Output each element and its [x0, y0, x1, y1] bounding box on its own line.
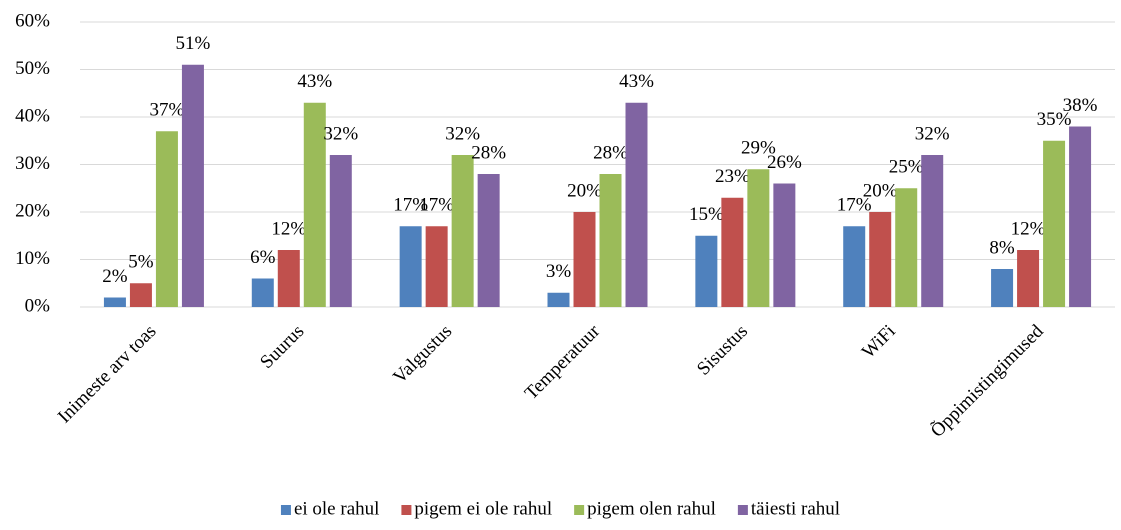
value-label: 12% — [1011, 218, 1046, 239]
bar — [155, 131, 178, 307]
x-tick-label: Õppimistingimused — [926, 320, 1048, 442]
value-label: 35% — [1037, 109, 1072, 130]
bar — [773, 183, 796, 307]
y-tick-label: 50% — [15, 58, 50, 79]
value-label: 17% — [393, 195, 428, 216]
bar — [991, 269, 1014, 307]
y-tick-label: 20% — [15, 200, 50, 221]
x-tick-label: Suurus — [256, 321, 308, 373]
value-label: 20% — [567, 180, 602, 201]
bar — [599, 174, 622, 307]
x-tick-label: Valgustus — [389, 321, 456, 388]
y-tick-label: 30% — [15, 153, 50, 174]
value-label: 20% — [863, 180, 898, 201]
legend-label: pigem olen rahul — [587, 498, 716, 519]
value-label: 2% — [102, 266, 128, 287]
bar — [129, 283, 152, 307]
bar — [399, 226, 422, 307]
value-label: 8% — [989, 237, 1015, 258]
value-label: 25% — [889, 157, 924, 178]
legend-swatch — [401, 505, 412, 515]
value-label: 28% — [471, 142, 506, 163]
bar — [869, 212, 892, 307]
bar — [625, 102, 648, 307]
bar — [721, 197, 744, 307]
bar — [895, 188, 918, 307]
legend-label: ei ole rahul — [294, 498, 379, 519]
value-label: 17% — [837, 195, 872, 216]
x-tick-label: Inimeste arv toas — [54, 321, 161, 428]
bar — [547, 292, 570, 307]
bar — [573, 212, 596, 307]
value-label: 15% — [689, 204, 724, 225]
bar — [425, 226, 448, 307]
value-label: 43% — [619, 71, 654, 92]
value-label: 29% — [741, 138, 776, 159]
value-label: 32% — [915, 123, 950, 144]
y-tick-label: 40% — [15, 105, 50, 126]
value-label: 5% — [128, 252, 154, 273]
bar — [277, 250, 300, 307]
legend-swatch — [574, 505, 585, 515]
value-label: 6% — [250, 247, 276, 268]
bar — [921, 155, 944, 307]
value-label: 38% — [1063, 95, 1098, 116]
bar — [103, 297, 126, 307]
bar — [451, 155, 474, 307]
value-label: 26% — [767, 152, 802, 173]
y-tick-label: 10% — [15, 248, 50, 269]
legend-swatch — [737, 505, 748, 515]
legend-label: täiesti rahul — [751, 498, 840, 519]
bar — [181, 64, 204, 307]
x-tick-label: Sisustus — [693, 321, 752, 380]
value-label: 28% — [593, 142, 628, 163]
value-label: 3% — [546, 261, 572, 282]
bar — [477, 174, 500, 307]
legend-label: pigem ei ole rahul — [414, 498, 552, 519]
bar — [1043, 140, 1066, 307]
bar — [695, 235, 718, 307]
legend-swatch — [280, 505, 291, 515]
bar — [1069, 126, 1092, 307]
value-label: 17% — [419, 195, 454, 216]
value-label: 32% — [323, 123, 358, 144]
value-label: 23% — [715, 166, 750, 187]
bar — [329, 155, 352, 307]
bar — [843, 226, 866, 307]
y-tick-label: 0% — [25, 295, 51, 316]
bar — [303, 102, 326, 307]
value-label: 37% — [150, 100, 185, 121]
x-tick-label: WiFi — [858, 321, 900, 363]
y-tick-label: 60% — [15, 10, 50, 31]
value-label: 12% — [271, 218, 306, 239]
value-label: 43% — [297, 71, 332, 92]
bar — [251, 278, 274, 307]
value-label: 32% — [445, 123, 480, 144]
x-tick-label: Temperatuur — [521, 320, 605, 404]
bar — [1017, 250, 1040, 307]
bar — [747, 169, 770, 307]
value-label: 51% — [176, 33, 211, 54]
